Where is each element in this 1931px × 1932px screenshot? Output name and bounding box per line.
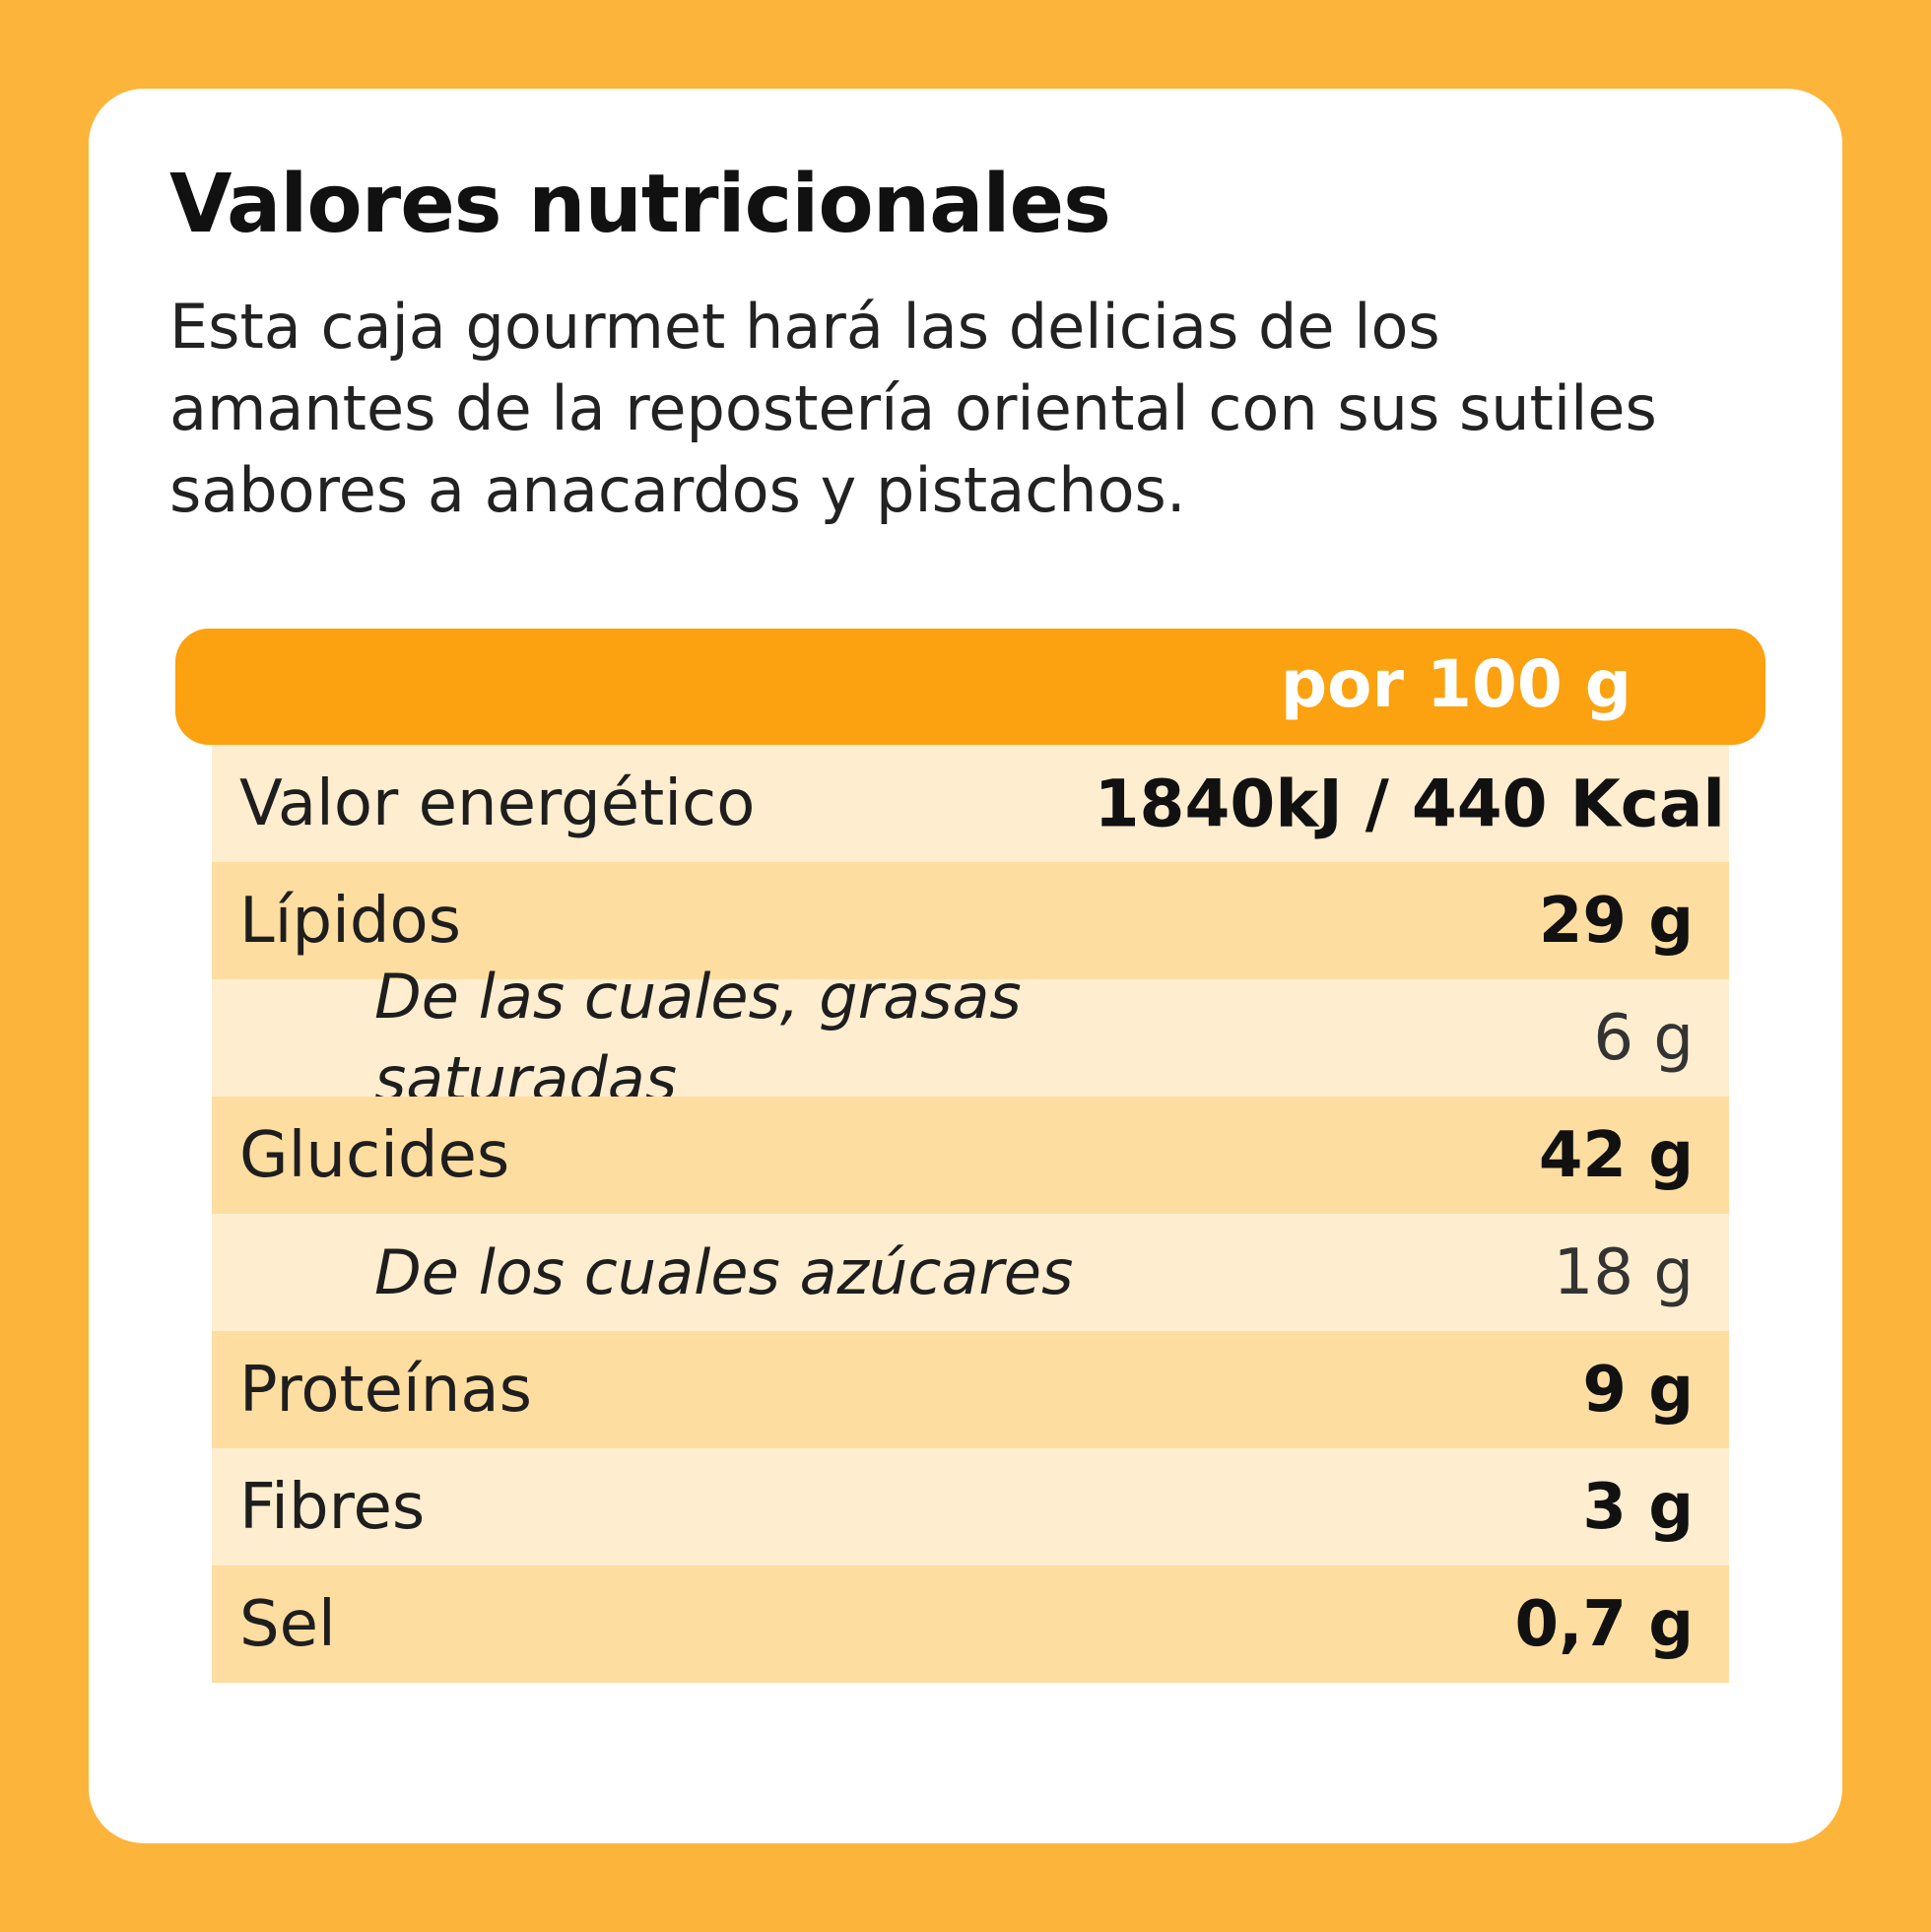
nutrition-card: Valores nutricionales Esta caja gourmet …: [89, 89, 1842, 1843]
table-row-salt: Sel 0,7 g: [212, 1566, 1729, 1683]
row-label: De los cuales azúcares: [374, 1235, 1074, 1308]
row-label: Sel: [239, 1587, 336, 1661]
row-label: Glucides: [239, 1118, 510, 1192]
table-row-lipids: Lípidos 29 g: [212, 862, 1729, 979]
row-value: 29 g: [1538, 884, 1694, 958]
row-label: Fibres: [239, 1470, 426, 1544]
row-value: 1840kJ / 440 Kcal: [1094, 766, 1725, 841]
table-row-fibres: Fibres 3 g: [212, 1448, 1729, 1566]
row-label: Lípidos: [239, 884, 461, 958]
nutrition-table: Valor energético 1840kJ / 440 Kcal Lípid…: [212, 745, 1729, 1683]
row-value: 3 g: [1582, 1470, 1694, 1544]
table-row-sugars: De los cuales azúcares 18 g: [212, 1214, 1729, 1331]
row-value: 0,7 g: [1514, 1587, 1694, 1661]
row-label: Proteínas: [239, 1353, 532, 1427]
row-value: 9 g: [1582, 1353, 1694, 1427]
row-value: 6 g: [1593, 1001, 1694, 1075]
row-value: 18 g: [1553, 1235, 1694, 1309]
product-description: Esta caja gourmet hará las delicias de l…: [169, 291, 1657, 526]
table-row-carbohydrates: Glucides 42 g: [212, 1097, 1729, 1214]
page-title: Valores nutricionales: [169, 158, 1111, 251]
table-row-saturated-fats: De las cuales, grasas saturadas 6 g: [212, 961, 1729, 1115]
row-label: Valor energético: [239, 766, 756, 840]
table-header: por 100 g: [175, 629, 1765, 745]
table-row-proteins: Proteínas 9 g: [212, 1331, 1729, 1448]
per-100g-label: por 100 g: [1280, 646, 1631, 722]
table-row-energy: Valor energético 1840kJ / 440 Kcal: [212, 745, 1729, 862]
row-value: 42 g: [1538, 1118, 1694, 1192]
